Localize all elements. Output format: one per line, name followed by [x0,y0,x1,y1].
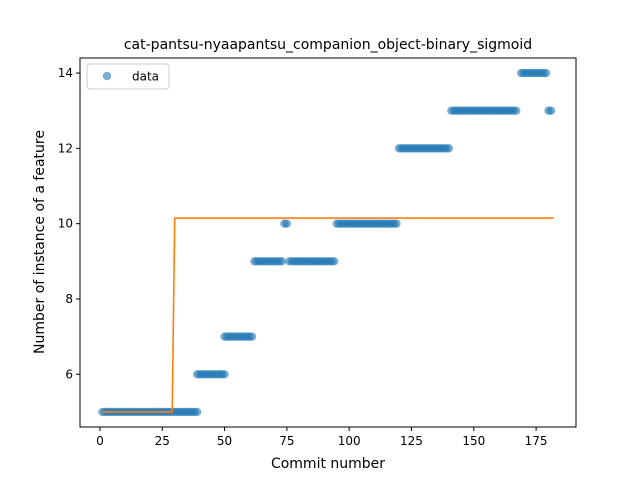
y-tick-label: 12 [58,141,73,155]
data-point [546,106,556,115]
legend-label: data [132,70,159,84]
data-point [192,407,202,417]
fit-line [102,217,554,413]
legend-marker [102,71,112,81]
x-tick-label: 150 [462,434,485,448]
x-tick-label: 125 [400,434,423,448]
x-tick-label: 175 [525,434,548,448]
plot-frame [79,57,577,428]
data-point [247,332,257,341]
x-tick-label: 0 [96,434,104,448]
axis-ticks: 0 25 50 75 100 125 150 175 6 8 10 12 14 [58,66,548,448]
x-tick-label: 25 [155,434,170,448]
chart-title: cat-pantsu-nyaapantsu_companion_object-b… [124,37,532,53]
data-point [330,257,339,266]
legend: data [86,63,170,90]
data-point [220,370,229,379]
data-point [511,106,521,115]
y-tick-label: 10 [58,217,73,231]
y-tick-label: 6 [65,367,73,381]
fit-layer [102,217,554,413]
x-tick-label: 75 [279,434,294,448]
y-axis-label: Number of instance of a feature [32,130,48,354]
data-marks [98,68,556,417]
data-point [444,144,454,153]
data-point [282,219,292,228]
legend-box [86,63,170,90]
data-point [541,68,551,78]
y-tick-label: 8 [65,292,73,306]
y-tick-label: 14 [58,66,73,80]
data-point [392,219,401,228]
x-axis-label: Commit number [271,456,385,472]
data-point [277,257,287,266]
x-tick-label: 100 [338,434,361,448]
x-tick-label: 50 [217,434,232,448]
